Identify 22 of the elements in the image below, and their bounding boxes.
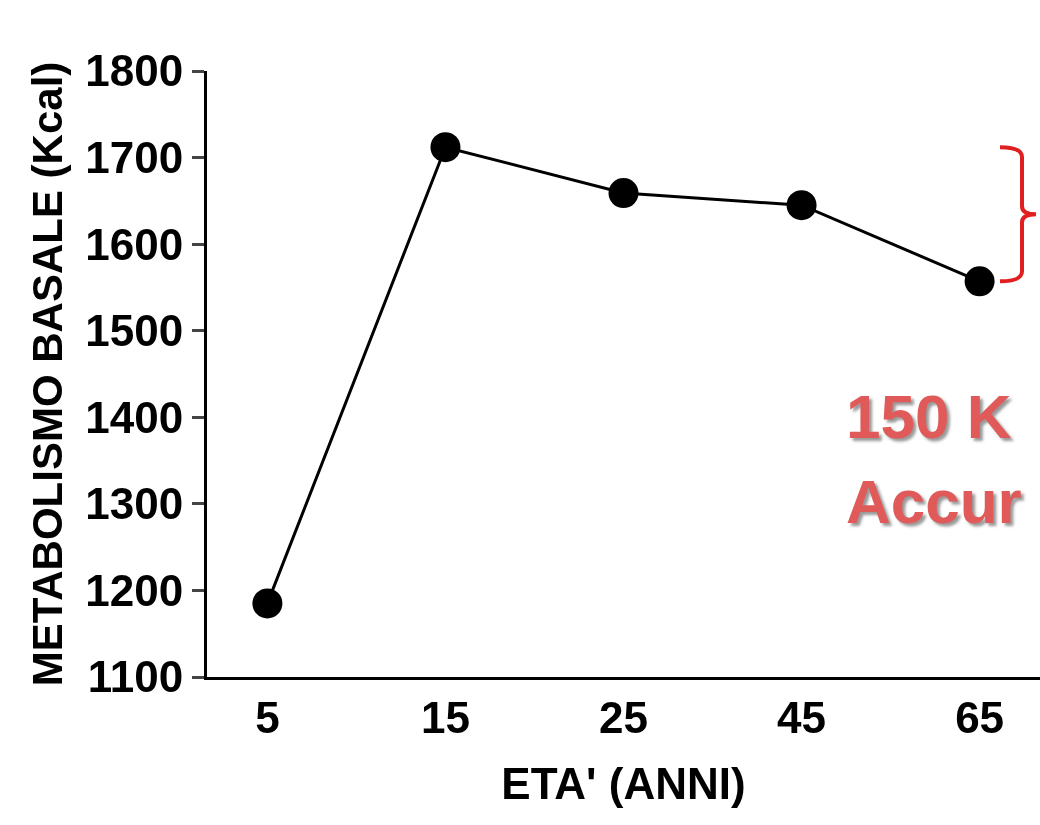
y-tick-label: 1500 [85, 306, 184, 356]
point [430, 132, 461, 163]
x-tick-label: 15 [420, 692, 470, 742]
x-tick-label: 65 [955, 692, 1005, 742]
x-tick-label: 25 [599, 692, 648, 742]
point [964, 266, 995, 297]
point [786, 190, 817, 221]
point [252, 588, 283, 619]
x-axis-title: ETA' (ANNI) [501, 759, 746, 809]
annotation: Accur [846, 467, 1022, 536]
y-tick-label: 1800 [85, 46, 184, 96]
y-tick-label: 1100 [87, 652, 184, 702]
y-tick-label: 1700 [85, 132, 184, 182]
y-tick-label: 1200 [85, 565, 184, 615]
x-tick-label: 5 [255, 692, 280, 742]
annotation: 150 K [846, 382, 1012, 451]
y-tick-label: 1300 [85, 479, 184, 529]
y-tick-label: 1400 [85, 392, 184, 442]
y-axis-title: METABOLISMO BASALE (Kcal) [24, 61, 72, 687]
x-tick-label: 45 [777, 692, 827, 742]
y-tick-label: 1600 [85, 219, 184, 269]
point [608, 178, 639, 209]
